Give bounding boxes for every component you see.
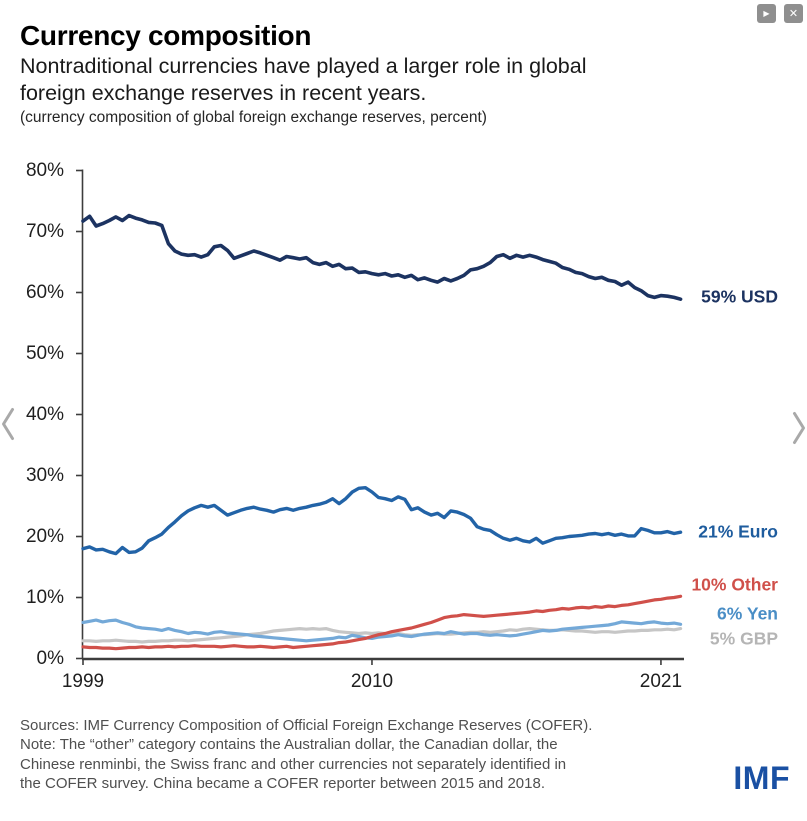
x-tick-label: 1999 [61,671,105,692]
close-button[interactable]: ✕ [784,4,803,23]
close-icon: ✕ [788,7,799,20]
chart-caption: (currency composition of global foreign … [20,109,487,126]
chevron-right-icon [793,412,805,444]
source-note: Sources: IMF Currency Composition of Off… [20,716,680,793]
source-line: Sources: IMF Currency Composition of Off… [20,717,593,734]
line-label-usd: 59% USD [701,286,778,307]
play-icon: ▶ [763,8,770,18]
x-tick-label: 2021 [639,671,683,692]
line-other [81,594,683,651]
source-line: Chinese renminbi, the Swiss franc and ot… [20,755,567,773]
y-tick-label: 70% [25,220,64,242]
y-tick-label: 20% [25,525,64,547]
line-label-other: 10% Other [691,574,778,595]
y-tick-label: 60% [25,281,64,303]
chevron-left-icon [2,408,14,440]
chart-subtitle-line1: Nontraditional currencies have played a … [20,54,587,78]
source-line: the COFER survey. China became a COFER r… [20,774,545,792]
play-button[interactable]: ▶ [757,4,776,23]
x-tick-label: 2010 [350,671,394,692]
y-tick-label: 50% [25,342,64,364]
window-controls: ▶ ✕ [757,4,803,23]
y-tick-label: 40% [25,403,64,425]
next-slide-button[interactable] [792,411,806,450]
line-label-gbp: 5% GBP [709,628,778,649]
line-label-yen: 6% Yen [717,603,778,624]
source-line: Note: The “other” category contains the … [20,736,558,754]
previous-slide-button[interactable] [1,407,15,446]
line-label-euro: 21% Euro [698,521,778,542]
y-tick-label: 80% [25,159,64,181]
imf-logo: IMF [733,760,790,796]
y-tick-label: 30% [25,464,64,486]
y-tick-label: 0% [36,647,64,669]
line-yen [81,618,683,643]
line-euro [81,486,683,556]
chart-subtitle: Nontraditional currencies have played a … [20,53,790,107]
line-usd [81,213,683,302]
page-title: Currency composition [20,20,312,51]
chart-subtitle-line2: foreign exchange reserves in recent year… [20,81,427,105]
y-tick-label: 10% [25,586,64,608]
